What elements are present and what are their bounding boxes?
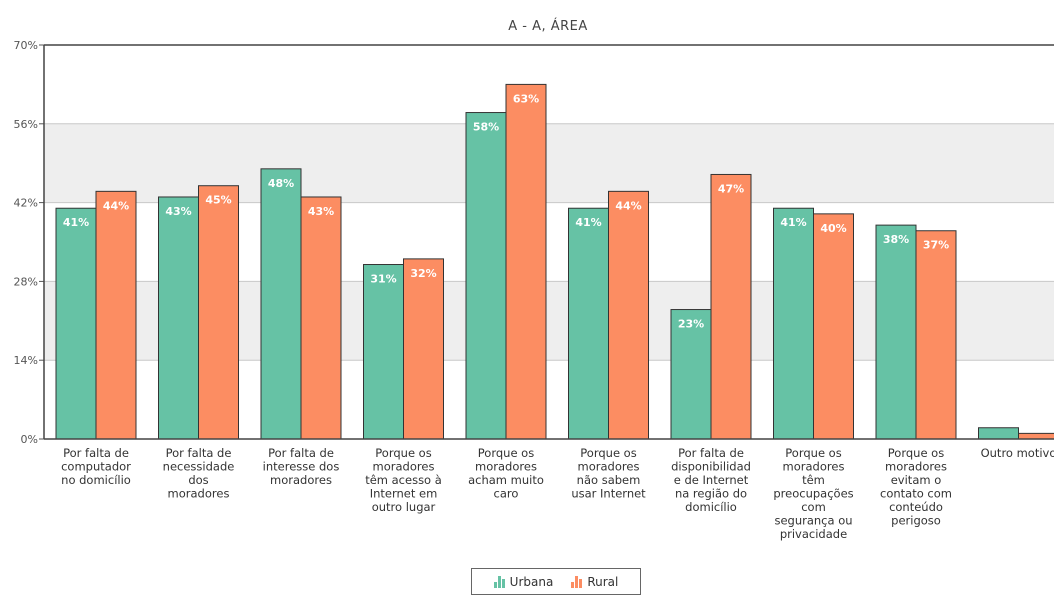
bar-urbana[interactable] [260, 168, 302, 440]
x-tick-label: Por falta de necessidade dos moradores [163, 446, 235, 501]
bar-urbana[interactable] [978, 427, 1019, 440]
legend-item-rural[interactable]: Rural [571, 575, 618, 589]
data-label: 23% [678, 318, 704, 331]
data-label: 38% [883, 233, 909, 246]
legend-item-urbana[interactable]: Urbana [493, 574, 554, 589]
y-tick-label: 28% [14, 275, 38, 288]
x-tick-label: Outro motivo [981, 446, 1054, 460]
data-label: 48% [268, 177, 294, 190]
legend: Urbana Rural [471, 568, 641, 595]
x-tick-label: Porque os moradores não sabem usar Internet [571, 446, 646, 501]
grid-band [44, 45, 1054, 124]
bars [55, 83, 1054, 440]
data-label: 43% [165, 205, 191, 218]
data-label: 31% [370, 273, 396, 286]
bar-rural[interactable] [608, 190, 649, 440]
legend-label-rural: Rural [587, 574, 619, 589]
chart-title: A - A, ÁREA [508, 18, 588, 34]
data-label: 40% [820, 222, 846, 235]
bar-urbana[interactable] [55, 207, 97, 440]
bar-rural[interactable] [505, 83, 547, 440]
data-label: 44% [615, 199, 641, 212]
x-tick-label: Porque os moradores têm preocupações com segu… [773, 446, 853, 541]
x-tick-label: Por falta de interesse dos moradores [263, 446, 340, 487]
data-label: 41% [575, 216, 601, 229]
data-label: 45% [205, 194, 231, 207]
x-tick-label: Porque os moradores evitam o contato com con… [880, 446, 952, 528]
data-label: 63% [513, 92, 539, 105]
x-tick-label: Porque os moradores acham muito caro [468, 446, 544, 501]
bar-rural[interactable] [813, 213, 854, 440]
bar-urbana[interactable] [875, 224, 917, 440]
y-tick-label: 56% [14, 118, 38, 131]
y-tick-label: 42% [14, 197, 38, 210]
bar-urbana[interactable] [363, 264, 404, 440]
data-label: 44% [103, 199, 129, 212]
data-label: 43% [308, 205, 334, 218]
y-tick-label: 70% [14, 39, 38, 52]
bar-chart-icon [571, 575, 583, 588]
y-axis-ticks: 0% 14% 28% 42% 56% 70% [14, 39, 44, 446]
data-label: 37% [923, 239, 949, 252]
bar-urbana[interactable] [670, 309, 712, 440]
x-tick-label: Por falta de computador no domicílio [61, 446, 131, 487]
bar-urbana[interactable] [568, 207, 609, 440]
bar-rural[interactable] [710, 173, 752, 440]
bar-chart-icon [493, 575, 505, 588]
data-label: 58% [473, 121, 499, 134]
bar-rural[interactable] [95, 190, 137, 440]
y-tick-label: 14% [14, 354, 38, 367]
bar-urbana[interactable] [773, 207, 814, 440]
bar-urbana[interactable] [158, 196, 199, 440]
data-label: 32% [410, 267, 436, 280]
grid-band [44, 123, 1054, 203]
data-labels: 41% 44% 43% 45% 48% 43% 31% 32% 58% 63% 41% 44% 23% 4… [63, 92, 949, 330]
bar-urbana[interactable] [465, 112, 507, 440]
bar-rural[interactable] [403, 258, 444, 440]
x-axis-ticks: Por falta de computador no domicílio Por fa… [61, 446, 1054, 541]
axes [43, 44, 1054, 440]
bar-rural[interactable] [915, 230, 957, 440]
data-label: 41% [63, 216, 89, 229]
bar-rural[interactable] [198, 185, 239, 440]
bar-rural[interactable] [300, 196, 342, 440]
bar-rural[interactable] [1018, 432, 1054, 440]
y-tick-label: 0% [21, 433, 38, 446]
x-tick-label: Por falta de disponibilidad e de Internet n… [671, 446, 751, 514]
data-label: 41% [780, 216, 806, 229]
x-tick-label: Porque os moradores têm acesso à Internet e… [365, 446, 442, 514]
legend-label-urbana: Urbana [509, 574, 554, 589]
data-label: 47% [718, 182, 744, 195]
